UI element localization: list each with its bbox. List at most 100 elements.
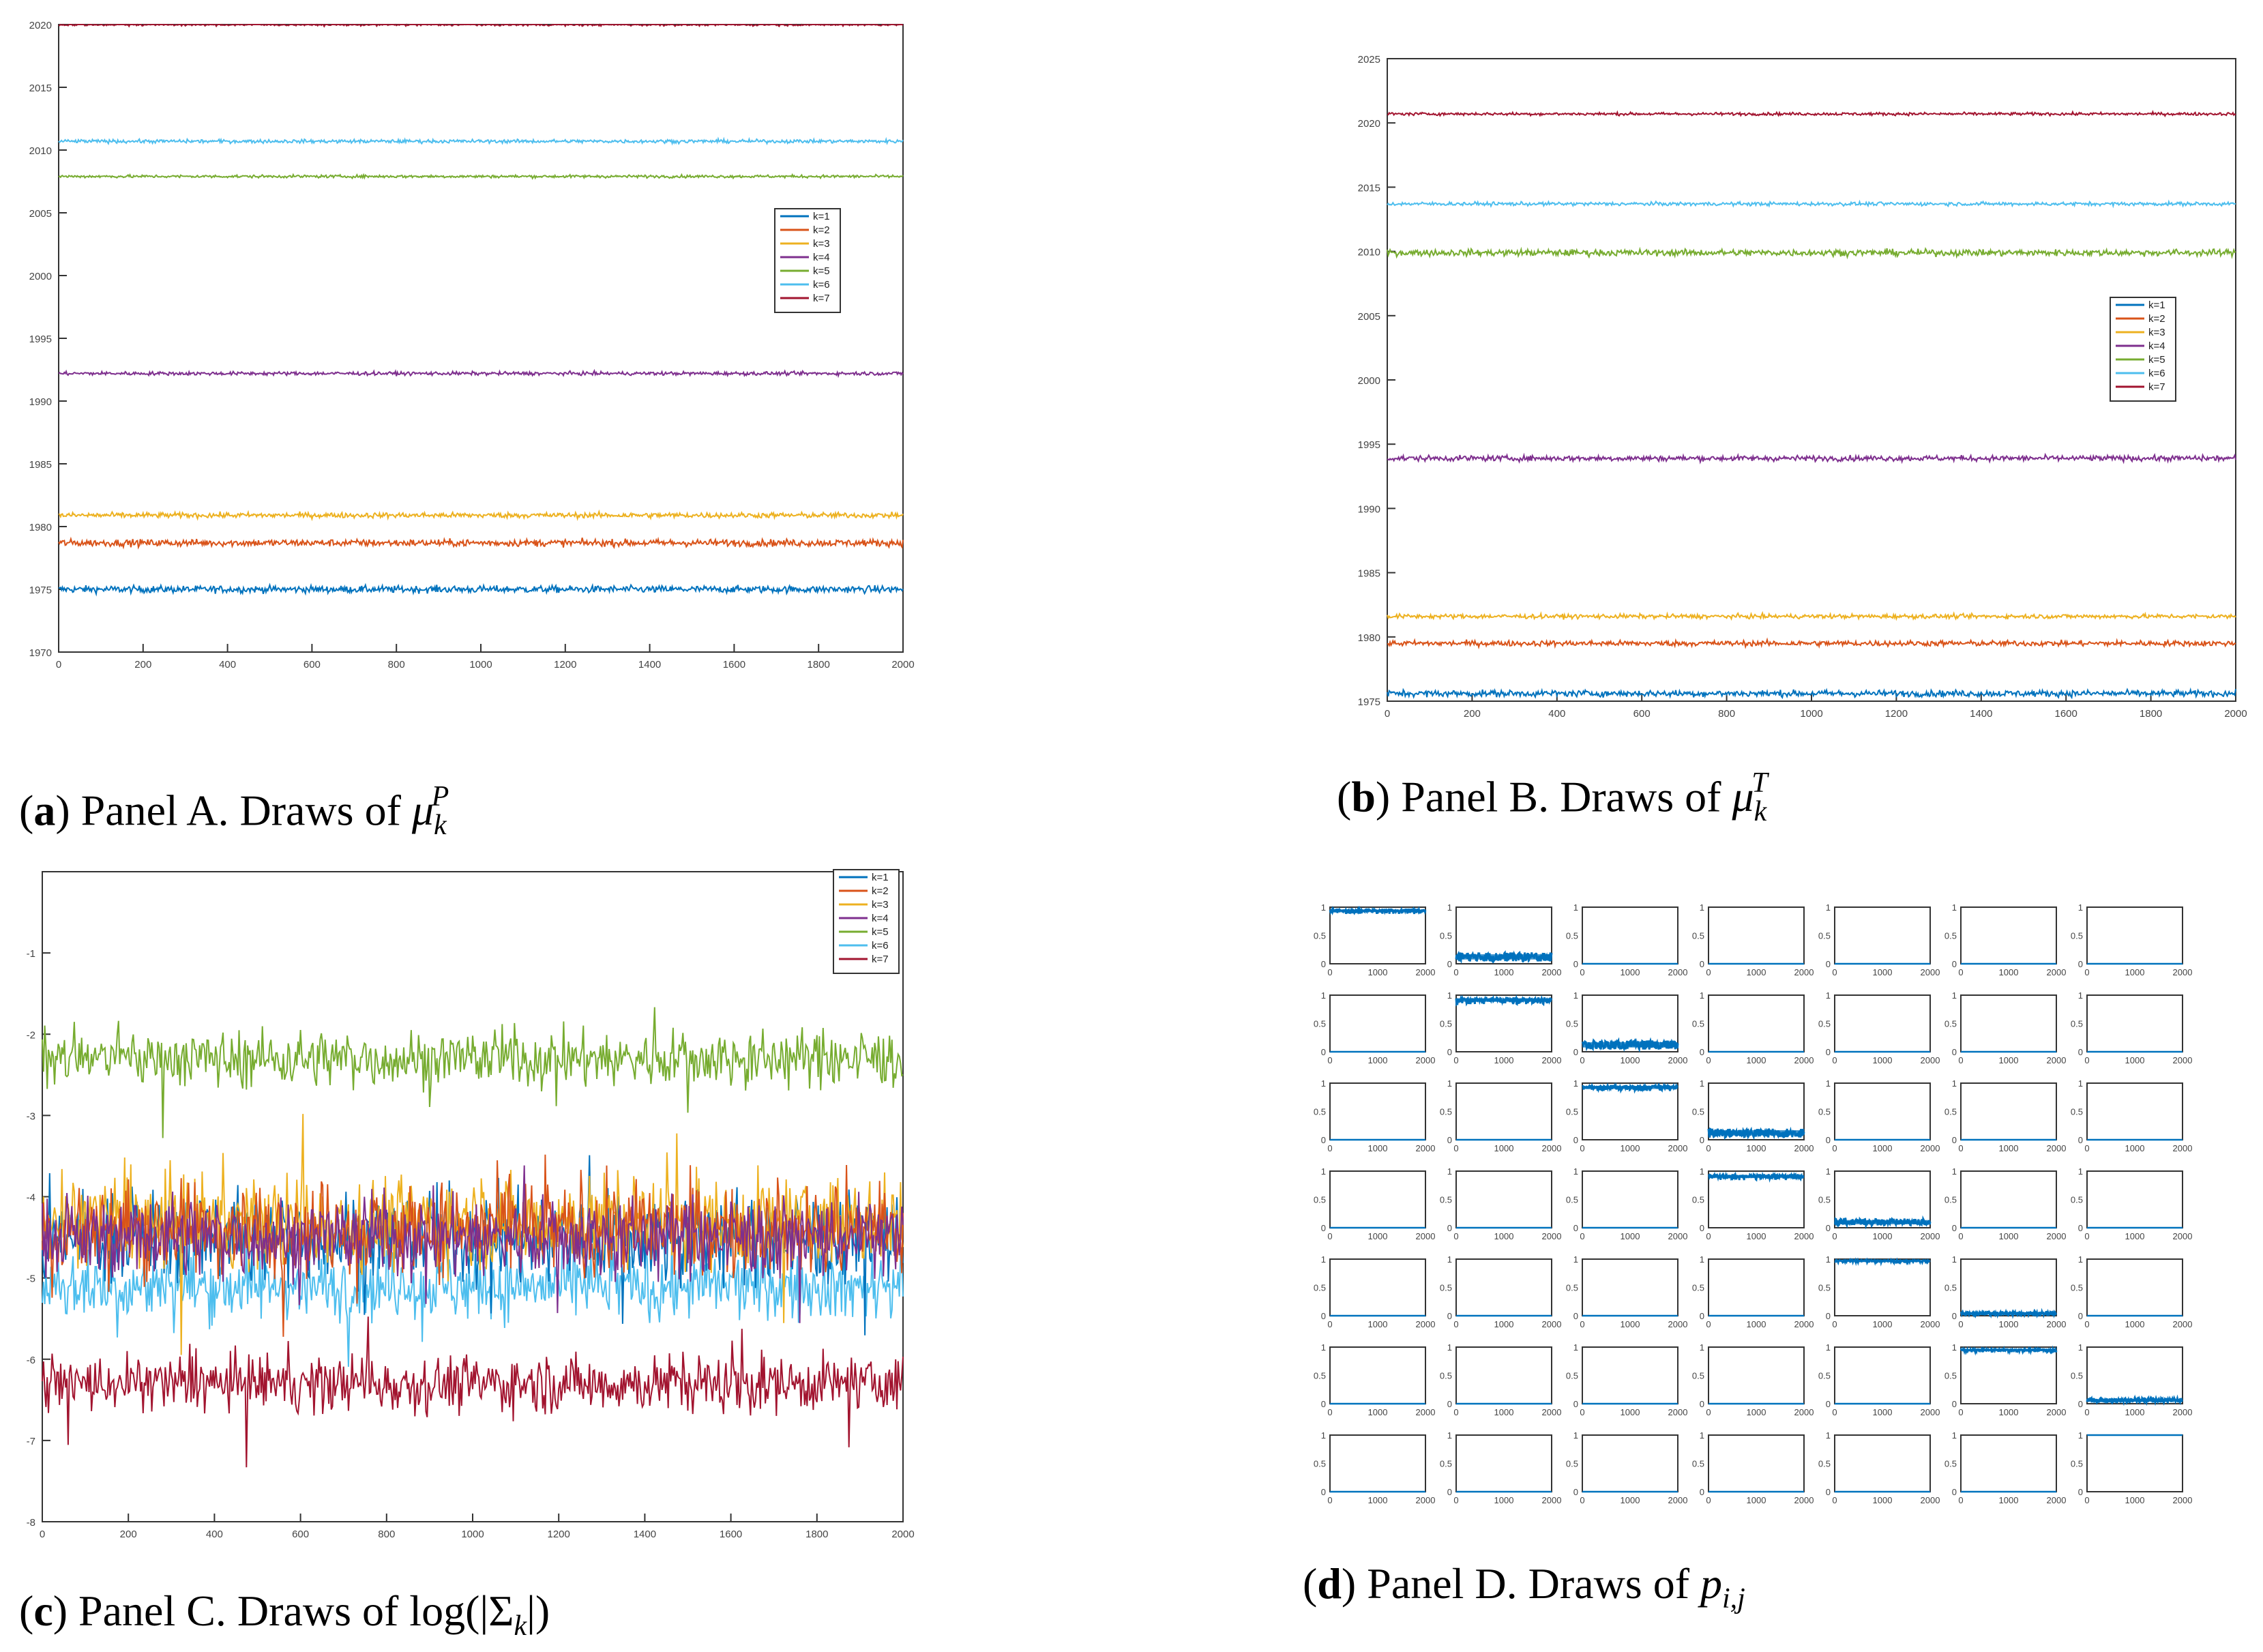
subplot-p-5-5: 0 0.5 1 0 1000 2000 — [1818, 1254, 1940, 1329]
x-tick-label: 2000 — [1668, 1319, 1688, 1329]
series-band — [1835, 1260, 1930, 1262]
subplot-p-4-2: 0 0.5 1 0 1000 2000 — [1440, 1166, 1562, 1241]
y-tick-label: 1 — [1447, 1342, 1452, 1353]
y-tick-label: 1 — [1826, 1166, 1831, 1177]
x-tick-label: 400 — [1548, 708, 1565, 720]
subplot-frame — [1455, 994, 1552, 1052]
x-tick-label: 2000 — [1416, 1231, 1436, 1241]
series-band — [1330, 909, 1425, 913]
x-tick-label: 400 — [206, 1529, 223, 1540]
y-tick-label: 1 — [1826, 1078, 1831, 1089]
y-tick-label: 0.5 — [1818, 1107, 1831, 1117]
subplot-p-6-4: 0 0.5 1 0 1000 2000 — [1692, 1342, 1814, 1417]
y-tick-label: 2000 — [1358, 375, 1380, 387]
y-tick-label: 2005 — [29, 208, 52, 220]
y-tick-label: 1 — [1321, 1254, 1326, 1265]
y-tick-label: 0 — [1700, 1047, 1704, 1057]
y-tick-label: 1 — [1447, 1078, 1452, 1089]
y-tick-label: 0.5 — [2071, 1019, 2083, 1029]
x-tick-label: 1000 — [1747, 1231, 1766, 1241]
subplot-frame — [1708, 994, 1805, 1052]
subplot-frame — [1329, 1082, 1426, 1140]
x-tick-label: 2000 — [1542, 1319, 1562, 1329]
y-tick-label: 0 — [1826, 1487, 1831, 1497]
subplot-p-6-3: 0 0.5 1 0 1000 2000 — [1566, 1342, 1688, 1417]
series-line-k-4 — [42, 1165, 904, 1323]
subplot-p-1-1: 0 0.5 1 0 1000 2000 — [1314, 902, 1436, 977]
subplot-p-5-1: 0 0.5 1 0 1000 2000 — [1314, 1254, 1436, 1329]
subplot-frame — [1708, 906, 1805, 964]
y-tick-label: 1 — [1321, 902, 1326, 913]
legend-label: k=7 — [872, 954, 889, 965]
subplot-frame — [1960, 994, 2057, 1052]
subplot-p-2-5: 0 0.5 1 0 1000 2000 — [1818, 990, 1940, 1065]
y-tick-label: 2015 — [1358, 182, 1380, 194]
x-tick-label: 0 — [1706, 967, 1711, 977]
x-tick-label: 2000 — [1921, 1143, 1940, 1153]
subplot-frame — [1834, 1258, 1931, 1316]
x-tick-label: 800 — [1718, 708, 1735, 720]
y-tick-label: 0 — [1447, 1399, 1452, 1409]
legend-label: k=6 — [813, 279, 830, 291]
x-tick-label: 1000 — [1621, 1055, 1640, 1065]
legend-label: k=5 — [2148, 354, 2165, 366]
series-line-k-1 — [58, 582, 904, 597]
y-tick-label: 1 — [1952, 1430, 1957, 1441]
x-tick-label: 2000 — [1542, 1495, 1562, 1505]
series-line-k-7 — [58, 23, 904, 28]
x-tick-label: 800 — [388, 659, 405, 670]
subplot-frame — [1455, 1170, 1552, 1228]
x-tick-label: 2000 — [2173, 1495, 2193, 1505]
x-tick-label: 1000 — [1621, 1495, 1640, 1505]
x-tick-label: 2000 — [2173, 1407, 2193, 1417]
x-tick-label: 0 — [1706, 1231, 1711, 1241]
y-tick-label: 1980 — [29, 522, 52, 533]
x-tick-label: 2000 — [1668, 967, 1688, 977]
x-tick-label: 0 — [1580, 1055, 1584, 1065]
x-tick-label: 1000 — [2125, 1143, 2145, 1153]
x-tick-label: 0 — [2084, 1055, 2089, 1065]
x-tick-label: 1000 — [2125, 1231, 2145, 1241]
y-tick-label: 0 — [1447, 1047, 1452, 1057]
subplot-p-7-1: 0 0.5 1 0 1000 2000 — [1314, 1430, 1436, 1505]
x-tick-label: 2000 — [2173, 967, 2193, 977]
y-tick-label: 1 — [1573, 1430, 1578, 1441]
y-tick-label: 1 — [2078, 1342, 2083, 1353]
legend-label: k=4 — [872, 913, 889, 924]
y-tick-label: 0 — [1321, 1047, 1326, 1057]
x-tick-label: 1000 — [1999, 1495, 2019, 1505]
y-tick-label: 1 — [1700, 902, 1704, 913]
y-tick-label: 1 — [1700, 1166, 1704, 1177]
subplot-p-1-6: 0 0.5 1 0 1000 2000 — [1944, 902, 2067, 977]
x-tick-label: 2000 — [2047, 1143, 2067, 1153]
subplot-p-4-7: 0 0.5 1 0 1000 2000 — [2071, 1166, 2193, 1241]
y-tick-label: 0 — [1700, 1223, 1704, 1233]
x-tick-label: 0 — [1327, 967, 1332, 977]
y-tick-label: 1 — [2078, 1166, 2083, 1177]
y-tick-label: 1985 — [1358, 568, 1380, 580]
x-tick-label: 1000 — [1747, 1495, 1766, 1505]
x-tick-label: 1000 — [1621, 1407, 1640, 1417]
x-tick-label: 0 — [1327, 1407, 1332, 1417]
x-tick-label: 1200 — [548, 1529, 570, 1540]
subplot-p-1-5: 0 0.5 1 0 1000 2000 — [1818, 902, 1940, 977]
y-tick-label: 0.5 — [1314, 931, 1326, 941]
x-tick-label: 1000 — [1621, 1319, 1640, 1329]
subplot-frame — [2086, 1434, 2183, 1492]
x-tick-label: 2000 — [1921, 967, 1940, 977]
x-tick-label: 2000 — [2173, 1055, 2193, 1065]
x-tick-label: 0 — [1453, 1495, 1458, 1505]
subplot-frame — [1582, 1346, 1678, 1404]
x-tick-label: 2000 — [1542, 1231, 1562, 1241]
y-tick-label: 1995 — [29, 334, 52, 345]
x-tick-label: 1000 — [1621, 1143, 1640, 1153]
x-tick-label: 0 — [56, 659, 61, 670]
x-tick-label: 1800 — [808, 659, 830, 670]
x-tick-label: 2000 — [1921, 1055, 1940, 1065]
y-tick-label: 1 — [1573, 1078, 1578, 1089]
subplot-p-6-2: 0 0.5 1 0 1000 2000 — [1440, 1342, 1562, 1417]
y-tick-label: 1 — [1700, 1342, 1704, 1353]
subplot-frame — [1960, 1346, 2057, 1404]
x-tick-label: 2000 — [1794, 1143, 1814, 1153]
